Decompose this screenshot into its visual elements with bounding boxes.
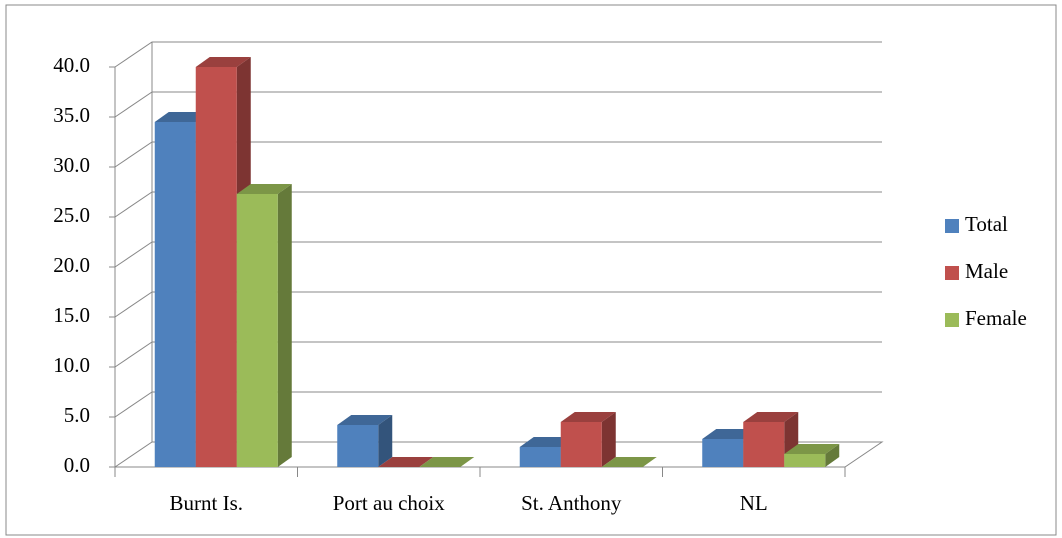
legend-label: Female xyxy=(965,306,1027,330)
y-tick-label: 35.0 xyxy=(53,103,90,127)
y-tick-label: 20.0 xyxy=(53,253,90,277)
bar-side xyxy=(601,412,616,467)
legend-swatch xyxy=(945,266,959,280)
bar-side xyxy=(825,444,840,467)
bar-top xyxy=(743,412,799,422)
y-tick-label: 5.0 xyxy=(64,403,90,427)
bar xyxy=(519,447,561,467)
x-tick-label: Burnt Is. xyxy=(170,491,244,515)
legend-label: Total xyxy=(965,212,1008,236)
bar-top xyxy=(337,415,393,425)
y-tick-label: 25.0 xyxy=(53,203,90,227)
x-tick-label: NL xyxy=(740,491,768,515)
bar xyxy=(154,122,196,467)
x-tick-label: Port au choix xyxy=(333,491,445,515)
bar-top xyxy=(601,457,657,467)
legend-swatch xyxy=(945,219,959,233)
grid-line xyxy=(114,91,882,118)
bar xyxy=(236,194,278,467)
grid-line xyxy=(114,141,882,168)
grid-line xyxy=(114,241,882,268)
bar xyxy=(784,454,826,467)
bar-top xyxy=(236,184,292,194)
legend-swatch xyxy=(945,313,959,327)
bar xyxy=(337,425,379,467)
bar-top xyxy=(378,457,434,467)
y-tick-label: 15.0 xyxy=(53,303,90,327)
grid-line xyxy=(114,341,882,368)
y-tick-label: 30.0 xyxy=(53,153,90,177)
grid-line xyxy=(114,391,882,418)
y-tick-label: 0.0 xyxy=(64,453,90,477)
grid-line xyxy=(114,41,882,68)
bar xyxy=(560,422,602,467)
grid-line xyxy=(114,291,882,318)
bar xyxy=(743,422,785,467)
bar-top xyxy=(784,444,840,454)
bar xyxy=(195,67,237,467)
y-tick-label: 40.0 xyxy=(53,53,90,77)
y-tick-label: 10.0 xyxy=(53,353,90,377)
bar-top xyxy=(195,57,251,67)
x-tick-label: St. Anthony xyxy=(521,491,622,515)
bar-top xyxy=(560,412,616,422)
bar-side xyxy=(378,415,393,467)
bar xyxy=(702,439,744,467)
grid-line xyxy=(114,191,882,218)
bar-top xyxy=(419,457,475,467)
bar-side xyxy=(277,184,292,467)
legend-label: Male xyxy=(965,259,1008,283)
